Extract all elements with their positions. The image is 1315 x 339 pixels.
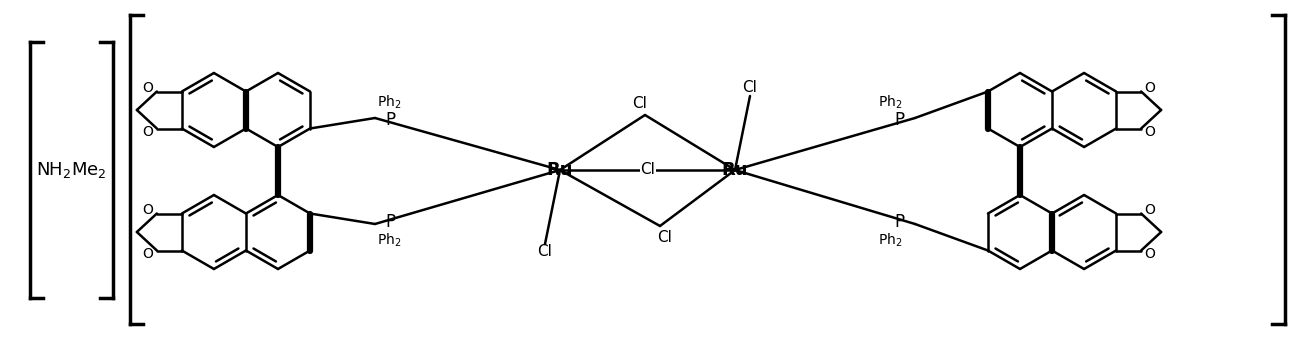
Text: Ru: Ru: [547, 161, 573, 179]
Text: Ru: Ru: [722, 161, 748, 179]
Text: P: P: [385, 111, 394, 129]
Text: NH$_2$Me$_2$: NH$_2$Me$_2$: [37, 160, 107, 180]
Text: O: O: [142, 203, 154, 218]
Text: Ph$_2$: Ph$_2$: [878, 231, 903, 249]
Text: Ph$_2$: Ph$_2$: [377, 93, 401, 111]
Text: Cl: Cl: [743, 80, 757, 96]
Text: P: P: [896, 111, 905, 129]
Text: O: O: [1144, 81, 1156, 96]
Text: O: O: [142, 81, 154, 96]
Text: O: O: [1144, 246, 1156, 260]
Text: P: P: [896, 213, 905, 231]
Text: Ph$_2$: Ph$_2$: [377, 231, 401, 249]
Text: Ph$_2$: Ph$_2$: [878, 93, 903, 111]
Text: P: P: [385, 213, 394, 231]
Text: Cl: Cl: [640, 162, 655, 178]
Text: O: O: [1144, 203, 1156, 218]
Text: Cl: Cl: [633, 96, 647, 111]
Text: O: O: [1144, 124, 1156, 139]
Text: Cl: Cl: [658, 231, 672, 245]
Text: O: O: [142, 124, 154, 139]
Text: Cl: Cl: [538, 244, 552, 259]
Text: O: O: [142, 246, 154, 260]
